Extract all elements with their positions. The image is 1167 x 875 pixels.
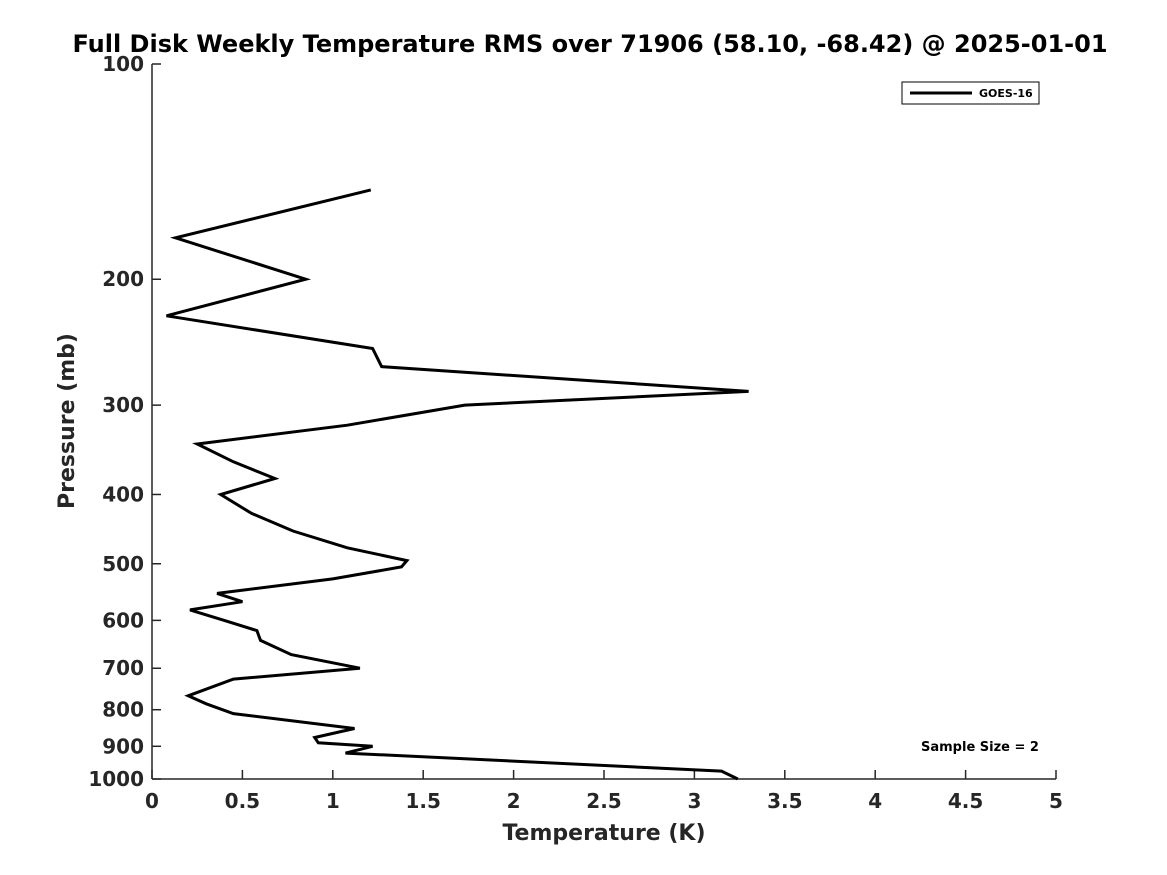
x-tick-label: 0 [145, 789, 159, 813]
y-tick-label: 300 [102, 393, 144, 417]
legend: GOES-16 [901, 81, 1040, 105]
x-tick-label: 1 [326, 789, 340, 813]
x-tick-label: 2.5 [586, 789, 621, 813]
y-ticks: 100 200 300 400 500 600 700 800 900 1000 [88, 52, 161, 791]
axes [151, 64, 1056, 780]
y-tick-label: 500 [102, 552, 144, 576]
x-tick-label: 4 [868, 789, 882, 813]
x-tick-label: 3 [687, 789, 701, 813]
y-tick-label: 400 [102, 482, 144, 506]
x-axis-label: Temperature (K) [502, 821, 705, 846]
x-tick-label: 0.5 [225, 789, 260, 813]
series-line-goes-16 [166, 188, 749, 781]
x-tick-label: 4.5 [948, 789, 983, 813]
x-tick-label: 1.5 [405, 789, 440, 813]
y-tick-label: 100 [102, 52, 144, 76]
y-tick-label: 200 [102, 267, 144, 291]
series-layer [166, 188, 749, 781]
x-ticks: 0 0.5 1 1.5 2 2.5 3 3.5 4 4.5 5 [145, 770, 1063, 813]
y-axis-label: Pressure (mb) [55, 333, 80, 509]
sample-size-annotation: Sample Size = 2 [921, 740, 1039, 755]
y-tick-label: 900 [102, 734, 144, 758]
y-tick-label: 600 [102, 608, 144, 632]
y-tick-label: 1000 [88, 767, 144, 791]
legend-label-goes-16: GOES-16 [979, 87, 1033, 100]
x-tick-label: 5 [1049, 789, 1063, 813]
y-tick-label: 700 [102, 656, 144, 680]
x-tick-label: 3.5 [767, 789, 802, 813]
chart-title: Full Disk Weekly Temperature RMS over 71… [72, 30, 1107, 58]
y-tick-label: 800 [102, 698, 144, 722]
x-tick-label: 2 [507, 789, 521, 813]
